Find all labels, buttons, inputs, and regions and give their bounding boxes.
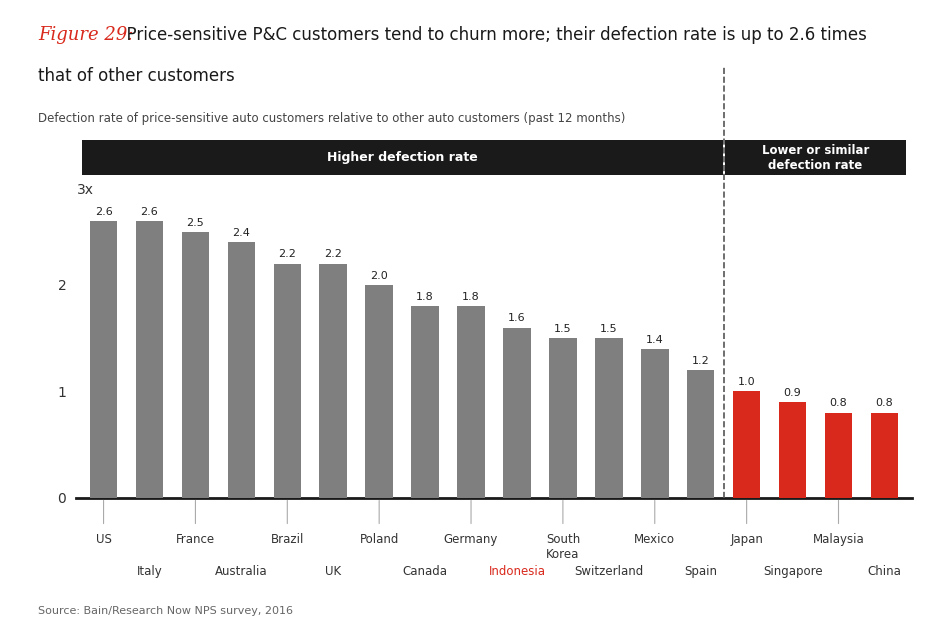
- Bar: [825, 413, 852, 498]
- Bar: [549, 338, 577, 498]
- Bar: [366, 285, 393, 498]
- Text: Higher defection rate: Higher defection rate: [327, 151, 478, 165]
- Text: Switzerland: Switzerland: [574, 565, 643, 577]
- Text: Defection rate of price-sensitive auto customers relative to other auto customer: Defection rate of price-sensitive auto c…: [38, 112, 625, 124]
- Text: 1.4: 1.4: [646, 334, 664, 345]
- Text: 1.5: 1.5: [600, 324, 618, 334]
- Bar: [687, 370, 714, 498]
- Text: Australia: Australia: [215, 565, 268, 577]
- Bar: [457, 306, 484, 498]
- Text: China: China: [867, 565, 902, 577]
- Text: 3x: 3x: [77, 183, 94, 197]
- Text: Singapore: Singapore: [763, 565, 823, 577]
- Text: 0.9: 0.9: [784, 388, 802, 397]
- Text: Italy: Italy: [137, 565, 162, 577]
- Bar: [779, 402, 807, 498]
- Text: that of other customers: that of other customers: [38, 67, 235, 85]
- Text: Japan: Japan: [731, 533, 763, 545]
- Text: 2.2: 2.2: [278, 249, 296, 260]
- Text: Malaysia: Malaysia: [812, 533, 864, 545]
- Bar: [870, 413, 898, 498]
- Text: 1.2: 1.2: [692, 356, 710, 366]
- Text: 2.6: 2.6: [95, 207, 112, 217]
- Text: Brazil: Brazil: [271, 533, 304, 545]
- Bar: [136, 221, 163, 498]
- Text: 1.8: 1.8: [462, 292, 480, 302]
- Text: Canada: Canada: [403, 565, 447, 577]
- Text: 1.8: 1.8: [416, 292, 434, 302]
- Text: Poland: Poland: [359, 533, 399, 545]
- Text: 1.0: 1.0: [738, 377, 755, 387]
- Text: Germany: Germany: [444, 533, 498, 545]
- Text: South
Korea: South Korea: [546, 533, 580, 561]
- Bar: [641, 349, 669, 498]
- Bar: [228, 242, 256, 498]
- Text: US: US: [96, 533, 111, 545]
- Text: Spain: Spain: [684, 565, 717, 577]
- Text: Source: Bain/Research Now NPS survey, 2016: Source: Bain/Research Now NPS survey, 20…: [38, 605, 293, 616]
- Text: Figure 29:: Figure 29:: [38, 26, 134, 43]
- Text: 2.2: 2.2: [324, 249, 342, 260]
- Text: 2.0: 2.0: [370, 271, 388, 281]
- Bar: [732, 391, 760, 498]
- Bar: [274, 263, 301, 498]
- Text: 1.6: 1.6: [508, 313, 525, 323]
- Text: 2.6: 2.6: [141, 207, 159, 217]
- Text: Mexico: Mexico: [635, 533, 675, 545]
- Bar: [181, 232, 209, 498]
- Bar: [90, 221, 118, 498]
- Text: 0.8: 0.8: [829, 398, 847, 408]
- Text: Lower or similar
defection rate: Lower or similar defection rate: [762, 144, 869, 172]
- Text: 1.5: 1.5: [554, 324, 572, 334]
- Bar: [595, 338, 622, 498]
- Text: France: France: [176, 533, 215, 545]
- Text: 2.4: 2.4: [233, 228, 250, 238]
- Bar: [504, 327, 531, 498]
- Bar: [411, 306, 439, 498]
- Text: 0.8: 0.8: [876, 398, 893, 408]
- Text: Price-sensitive P&C customers tend to churn more; their defection rate is up to : Price-sensitive P&C customers tend to ch…: [116, 26, 866, 43]
- Text: UK: UK: [325, 565, 341, 577]
- Text: Indonesia: Indonesia: [488, 565, 545, 577]
- Bar: [319, 263, 347, 498]
- Text: 2.5: 2.5: [186, 218, 204, 228]
